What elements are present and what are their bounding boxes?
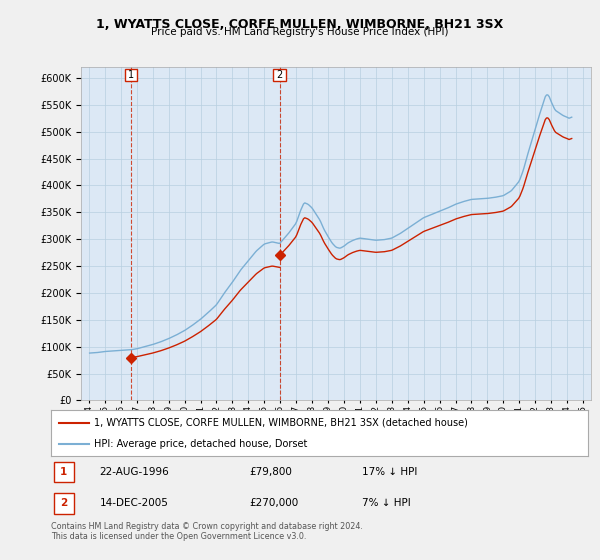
Text: £270,000: £270,000	[250, 498, 299, 508]
Text: 14-DEC-2005: 14-DEC-2005	[100, 498, 168, 508]
Text: Contains HM Land Registry data © Crown copyright and database right 2024.
This d: Contains HM Land Registry data © Crown c…	[51, 522, 363, 542]
Text: 1, WYATTS CLOSE, CORFE MULLEN, WIMBORNE, BH21 3SX: 1, WYATTS CLOSE, CORFE MULLEN, WIMBORNE,…	[97, 18, 503, 31]
Text: 1, WYATTS CLOSE, CORFE MULLEN, WIMBORNE, BH21 3SX (detached house): 1, WYATTS CLOSE, CORFE MULLEN, WIMBORNE,…	[94, 418, 468, 428]
Text: 22-AUG-1996: 22-AUG-1996	[100, 467, 169, 477]
Text: Price paid vs. HM Land Registry's House Price Index (HPI): Price paid vs. HM Land Registry's House …	[151, 27, 449, 37]
Text: 1: 1	[128, 70, 134, 80]
FancyBboxPatch shape	[125, 68, 137, 81]
Text: 7% ↓ HPI: 7% ↓ HPI	[362, 498, 411, 508]
FancyBboxPatch shape	[274, 68, 286, 81]
FancyBboxPatch shape	[53, 462, 74, 482]
Text: £79,800: £79,800	[250, 467, 293, 477]
FancyBboxPatch shape	[53, 493, 74, 514]
Text: 17% ↓ HPI: 17% ↓ HPI	[362, 467, 418, 477]
Text: 2: 2	[277, 70, 283, 80]
Text: HPI: Average price, detached house, Dorset: HPI: Average price, detached house, Dors…	[94, 439, 307, 449]
Text: 1: 1	[60, 467, 68, 477]
Text: 2: 2	[60, 498, 68, 508]
